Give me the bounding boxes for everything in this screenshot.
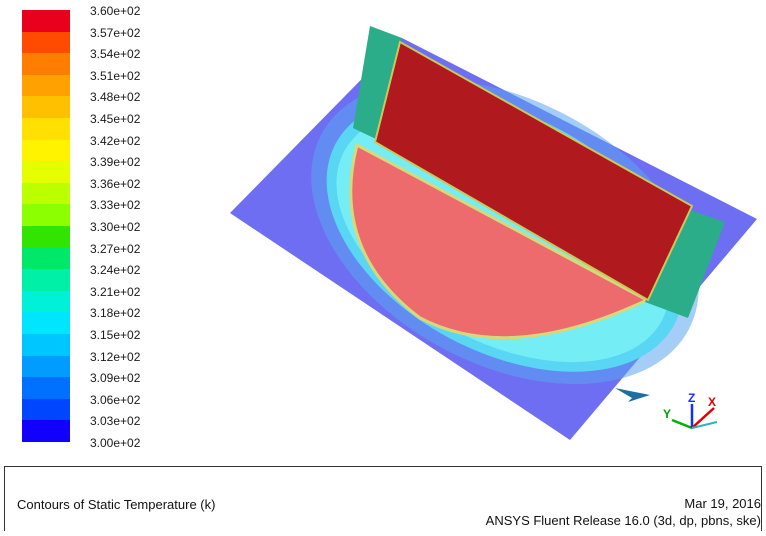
legend-tick-label: 3.00e+02: [90, 436, 141, 450]
legend-swatch: [22, 226, 70, 248]
vertical-wall: [373, 40, 694, 302]
contour-viewport[interactable]: Y Z X: [0, 0, 766, 466]
legend-tick-label: 3.60e+02: [90, 4, 141, 18]
legend-swatch: [22, 269, 70, 292]
legend-swatch: [22, 377, 70, 400]
fin-underside: [615, 388, 650, 402]
legend-tick-label: 3.18e+02: [90, 306, 141, 321]
legend-swatch: [22, 312, 70, 335]
legend-swatch: [22, 204, 70, 227]
legend-swatch: [22, 420, 70, 443]
footer-panel: Contours of Static Temperature (k) Mar 1…: [4, 466, 762, 531]
legend-swatch: [22, 31, 70, 54]
fin-back: [353, 26, 402, 140]
legend-tick-label: 3.33e+02: [90, 198, 141, 213]
legend-tick-label: 3.45e+02: [90, 112, 141, 126]
legend-swatch: [22, 96, 70, 119]
legend-tick-label: 3.15e+02: [90, 328, 141, 342]
legend-swatch: [22, 139, 70, 162]
color-legend: 3.60e+02 3.57e+02 3.54e+02 3.51e+02 3.48e+02…: [22, 4, 172, 458]
legend-tick-label: 3.42e+02: [90, 133, 141, 148]
plot-title: Contours of Static Temperature (k): [17, 497, 216, 512]
fin-front: [645, 210, 725, 318]
legend-tick-label: 3.48e+02: [90, 90, 141, 105]
plot-date: Mar 19, 2016: [684, 496, 761, 511]
axis-label-y: Y: [663, 407, 671, 421]
legend-swatch: [22, 161, 70, 184]
legend-tick-label: 3.30e+02: [90, 220, 141, 234]
legend-tick-label: 3.09e+02: [90, 371, 141, 386]
legend-tick-label: 3.39e+02: [90, 155, 141, 170]
legend-tick-label: 3.21e+02: [90, 284, 141, 299]
software-release: ANSYS Fluent Release 16.0 (3d, dp, pbns,…: [485, 513, 761, 528]
legend-swatch: [22, 247, 70, 270]
legend-swatch: [22, 118, 70, 140]
legend-tick-label: 3.06e+02: [90, 392, 141, 407]
legend-swatch: [22, 74, 70, 97]
legend-swatch: [22, 334, 70, 356]
legend-swatch: [22, 53, 70, 76]
legend-tick-label: 3.12e+02: [90, 349, 141, 364]
legend-tick-label: 3.36e+02: [90, 176, 141, 191]
axis-triad: Y Z X: [663, 391, 718, 430]
axis-label-x: X: [708, 395, 716, 409]
legend-tick-label: 3.54e+02: [90, 47, 141, 62]
legend-swatch: [22, 398, 70, 421]
legend-tick-label: 3.51e+02: [90, 68, 141, 83]
legend-tick-label: 3.24e+02: [90, 263, 141, 278]
legend-swatch: [22, 355, 70, 378]
legend-swatch: [22, 10, 70, 32]
legend-swatch: [22, 290, 70, 313]
axis-label-z: Z: [688, 391, 695, 405]
legend-tick-label: 3.03e+02: [90, 414, 141, 429]
legend-tick-label: 3.57e+02: [90, 25, 141, 40]
legend-swatch: [22, 182, 70, 205]
legend-tick-label: 3.27e+02: [90, 241, 141, 256]
hot-disk: [349, 142, 651, 340]
